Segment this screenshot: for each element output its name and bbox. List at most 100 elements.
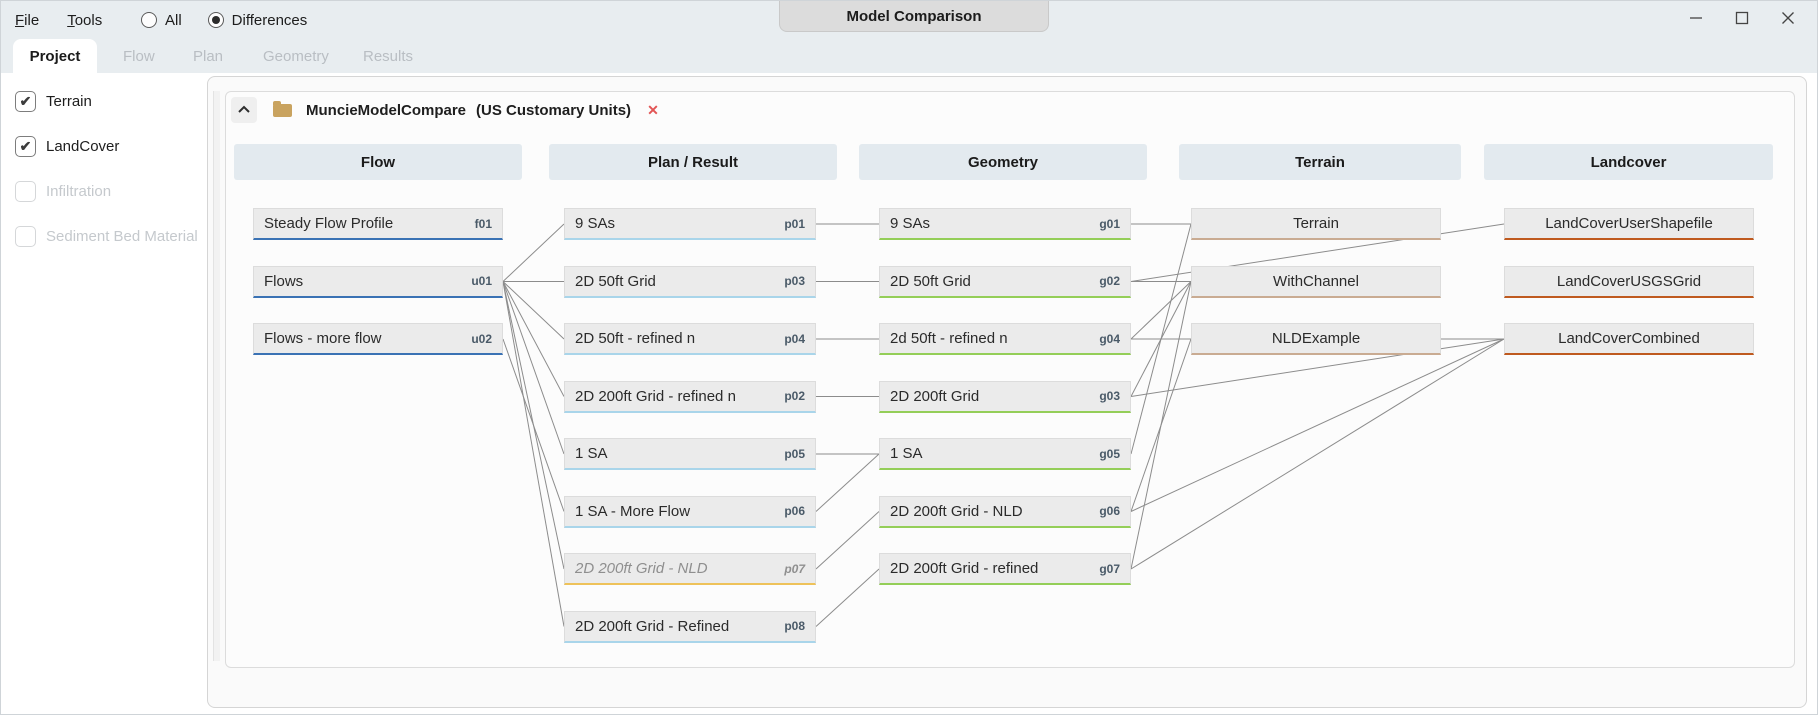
- maximize-button[interactable]: [1719, 1, 1765, 35]
- menu-tools[interactable]: Tools: [67, 11, 103, 29]
- layer-sidebar: ✔ Terrain ✔ LandCover Infiltration Sediment B…: [1, 73, 207, 714]
- node-g05[interactable]: 1 SA g05: [879, 438, 1131, 470]
- window-controls: [1673, 1, 1811, 36]
- folder-icon: [273, 100, 292, 117]
- node-badge: f01: [474, 216, 492, 231]
- node-p07[interactable]: 2D 200ft Grid - NLD p07: [564, 553, 816, 585]
- node-p08[interactable]: 2D 200ft Grid - Refined p08: [564, 610, 816, 643]
- tab-project[interactable]: Project: [13, 39, 97, 73]
- node-badge: p01: [784, 216, 805, 231]
- sidebar-item-infiltration: Infiltration: [15, 179, 111, 203]
- node-u01[interactable]: Flows u01: [253, 265, 503, 298]
- radio-all[interactable]: All: [141, 12, 182, 29]
- column-header-geometry: Geometry: [859, 144, 1147, 180]
- minimize-button[interactable]: [1673, 1, 1719, 35]
- node-label: 9 SAs: [575, 215, 616, 232]
- node-badge: p02: [784, 389, 805, 403]
- node-t2[interactable]: WithChannel: [1191, 265, 1441, 298]
- checkbox-sediment-bed-material: [15, 225, 36, 247]
- node-label: 2D 50ft Grid: [890, 272, 971, 290]
- node-p02[interactable]: 2D 200ft Grid - refined n p02: [564, 380, 816, 413]
- node-label: NLDExample: [1271, 330, 1361, 347]
- node-label: 2D 200ft Grid - Refined: [575, 617, 730, 635]
- node-label: Flows: [264, 272, 304, 290]
- node-badge: u01: [471, 274, 492, 288]
- node-label: 2D 200ft Grid: [890, 387, 980, 405]
- node-label: WithChannel: [1273, 272, 1359, 290]
- node-badge: g01: [1099, 216, 1120, 231]
- minimize-icon: [1690, 17, 1702, 19]
- node-label: 2D 200ft Grid - refined n: [575, 387, 736, 405]
- checkbox-terrain[interactable]: ✔: [15, 90, 36, 112]
- node-badge: g04: [1099, 331, 1120, 346]
- node-p03[interactable]: 2D 50ft Grid p03: [564, 265, 816, 298]
- node-badge: u02: [471, 331, 492, 346]
- node-f01[interactable]: Steady Flow Profile f01: [253, 208, 503, 240]
- checkbox-label: LandCover: [46, 137, 120, 155]
- node-p05[interactable]: 1 SA p05: [564, 438, 816, 470]
- chevron-up-icon: [238, 105, 250, 113]
- node-lc2[interactable]: LandCoverUSGSGrid: [1504, 265, 1754, 298]
- checkbox-label: Terrain: [46, 92, 92, 110]
- node-badge: p07: [784, 561, 805, 576]
- sidebar-item-landcover: ✔ LandCover: [15, 134, 119, 158]
- node-label: 2D 200ft Grid - NLD: [575, 560, 708, 577]
- radio-all-circle: [141, 12, 157, 28]
- checkbox-label: Sediment Bed Material: [46, 227, 198, 245]
- node-p06[interactable]: 1 SA - More Flow p06: [564, 495, 816, 528]
- node-g07[interactable]: 2D 200ft Grid - refined g07: [879, 553, 1131, 585]
- node-p01[interactable]: 9 SAs p01: [564, 208, 816, 240]
- vertical-scrollbar[interactable]: [213, 91, 220, 661]
- node-badge: p05: [784, 446, 805, 461]
- node-label: Flows - more flow: [264, 330, 382, 347]
- checkbox-landcover[interactable]: ✔: [15, 135, 36, 157]
- column-header-landcover: Landcover: [1484, 144, 1773, 180]
- maximize-icon: [1735, 11, 1749, 25]
- menu-file[interactable]: File: [15, 11, 40, 29]
- tab-plan: Plan: [193, 48, 224, 65]
- node-g02[interactable]: 2D 50ft Grid g02: [879, 265, 1131, 298]
- node-g01[interactable]: 9 SAs g01: [879, 208, 1131, 240]
- checkbox-infiltration: [15, 180, 36, 202]
- radio-differences[interactable]: Differences: [207, 12, 307, 29]
- node-label: LandCoverCombined: [1558, 330, 1700, 347]
- node-lc3[interactable]: LandCoverCombined: [1504, 323, 1754, 355]
- node-badge: p03: [784, 274, 805, 288]
- node-badge: g06: [1099, 504, 1120, 518]
- node-label: LandCoverUSGSGrid: [1556, 272, 1702, 290]
- node-badge: p04: [784, 331, 805, 346]
- view-filter-radios: All Differences: [141, 8, 307, 32]
- node-label: 2d 50ft - refined n: [890, 330, 1008, 347]
- close-button[interactable]: [1765, 1, 1811, 35]
- node-p04[interactable]: 2D 50ft - refined n p04: [564, 323, 816, 355]
- node-label: LandCoverUserShapefile: [1545, 215, 1713, 232]
- node-label: 1 SA: [575, 445, 608, 462]
- node-badge: g07: [1099, 561, 1120, 576]
- node-g06[interactable]: 2D 200ft Grid - NLD g06: [879, 495, 1131, 528]
- radio-label: All: [165, 11, 182, 29]
- node-label: 2D 50ft Grid: [575, 272, 656, 290]
- remove-model-icon[interactable]: ✕: [647, 101, 659, 118]
- node-lc1[interactable]: LandCoverUserShapefile: [1504, 208, 1754, 240]
- sidebar-item-sediment-bed-material: Sediment Bed Material: [15, 224, 198, 248]
- node-badge: p08: [784, 619, 805, 633]
- node-label: 9 SAs: [890, 215, 931, 232]
- node-badge: p06: [784, 504, 805, 518]
- node-t1[interactable]: Terrain: [1191, 208, 1441, 240]
- collapse-button[interactable]: [231, 97, 257, 123]
- tab-results: Results: [363, 48, 414, 65]
- node-label: 1 SA - More Flow: [575, 502, 691, 520]
- window-title: Model Comparison: [779, 1, 1049, 32]
- model-units: (US Customary Units): [476, 101, 632, 119]
- node-u02[interactable]: Flows - more flow u02: [253, 323, 503, 355]
- node-t3[interactable]: NLDExample: [1191, 323, 1441, 355]
- node-label: 2D 200ft Grid - NLD: [890, 502, 1023, 520]
- node-label: 1 SA: [890, 445, 923, 462]
- node-g04[interactable]: 2d 50ft - refined n g04: [879, 323, 1131, 355]
- sidebar-item-terrain: ✔ Terrain: [15, 89, 92, 113]
- node-label: 2D 50ft - refined n: [575, 330, 696, 347]
- node-badge: g05: [1099, 446, 1120, 461]
- node-badge: g03: [1099, 389, 1120, 403]
- node-g03[interactable]: 2D 200ft Grid g03: [879, 380, 1131, 413]
